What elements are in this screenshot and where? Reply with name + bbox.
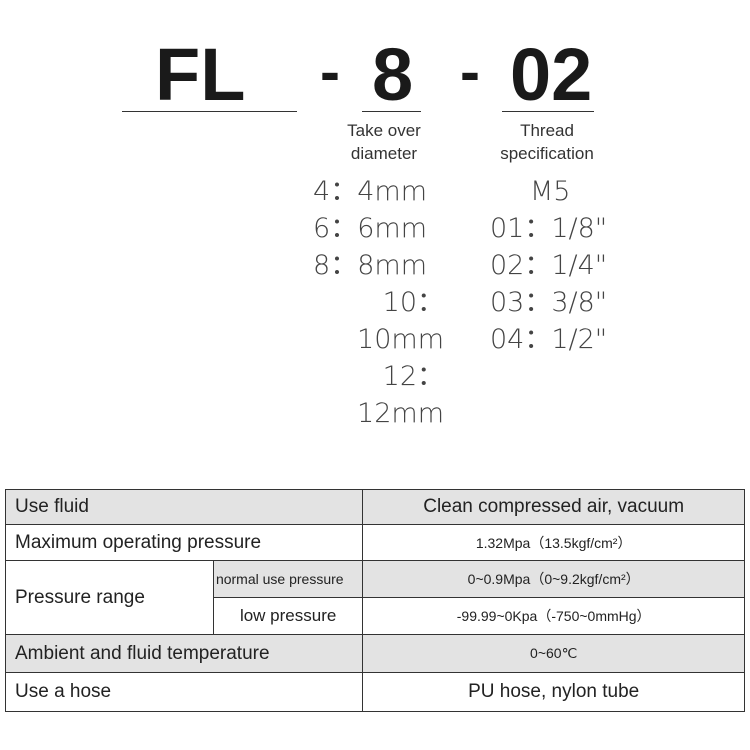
spec-label: Ambient and fluid temperature: [4, 634, 364, 673]
table-row: Pressure range normal use pressure 0~0.9…: [5, 560, 745, 635]
diameter-option: 12：12mm: [357, 361, 444, 429]
table-row: low pressure -99.99~0Kpa（-750~0mmHg）: [6, 597, 745, 635]
table-row: Use fluid Clean compressed air, vacuum: [4, 489, 745, 525]
spec-value: PU hose, nylon tube: [362, 672, 745, 712]
thread-option: M5: [530, 176, 571, 207]
diameter-code: 8: [372, 33, 414, 116]
spec-table: Use fluid Clean compressed air, vacuum M…: [4, 489, 745, 712]
thread-code: 02: [510, 33, 593, 116]
label-line: Thread: [520, 121, 574, 140]
spec-sublabel: low pressure: [212, 597, 364, 635]
spec-label: Pressure range: [5, 560, 214, 635]
table-row: Maximum operating pressure 1.32Mpa（13.5k…: [4, 524, 745, 561]
label-line: diameter: [350, 144, 418, 163]
table-row: Use a hose PU hose, nylon tube: [4, 672, 745, 712]
diameter-label: Take over diameter: [324, 119, 444, 165]
diameter-option: 6：6mm: [313, 213, 427, 244]
spec-label: Maximum operating pressure: [4, 524, 364, 561]
label-line: specification: [500, 144, 594, 163]
label-line: Take over: [347, 121, 421, 140]
spec-label: Use a hose: [4, 672, 364, 712]
table-row: Ambient and fluid temperature 0~60℃: [4, 634, 745, 673]
spec-value: 0~0.9Mpa（0~9.2kgf/cm²）: [362, 560, 745, 598]
thread-option: 01：1/8": [490, 213, 608, 244]
spec-label: Use fluid: [4, 489, 364, 525]
series-code: FL: [155, 33, 246, 116]
diameter-options: 4：4mm 6：6mm 8：8mm 10：10mm 12：12mm: [304, 173, 444, 432]
spec-value: 0~60℃: [362, 634, 745, 673]
diameter-option: 8：8mm: [313, 250, 427, 281]
diameter-option: 10：10mm: [357, 287, 444, 355]
series-underline: [122, 111, 297, 112]
spec-sublabel: normal use pressure: [212, 560, 364, 598]
separator: -: [320, 38, 340, 105]
spec-value: 1.32Mpa（13.5kgf/cm²）: [362, 524, 745, 561]
thread-option: 04：1/2": [490, 324, 608, 355]
thread-option: 02：1/4": [490, 250, 608, 281]
separator: -: [460, 38, 480, 105]
thread-option: 03：3/8": [490, 287, 608, 318]
spec-value: Clean compressed air, vacuum: [362, 489, 745, 525]
spec-value: -99.99~0Kpa（-750~0mmHg）: [362, 597, 745, 635]
diameter-underline: [362, 111, 421, 112]
thread-label: Thread specification: [487, 119, 607, 165]
thread-underline: [502, 111, 594, 112]
diameter-option: 4：4mm: [313, 176, 427, 207]
thread-options: M5 01：1/8" 02：1/4" 03：3/8" 04：1/2": [490, 173, 615, 358]
